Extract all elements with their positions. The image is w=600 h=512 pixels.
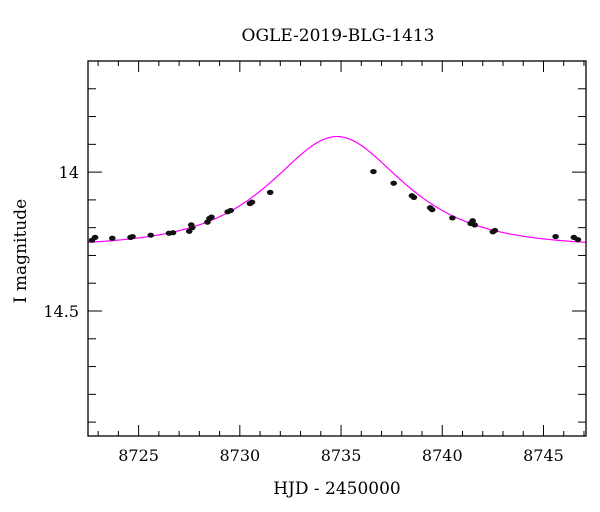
- plot-frame: [87, 60, 587, 437]
- data-point: [91, 234, 99, 240]
- x-tick-label: 8745: [523, 446, 564, 465]
- data-point: [552, 233, 559, 240]
- x-tick-label: 8740: [422, 446, 463, 465]
- data-point: [188, 225, 196, 231]
- tick-labels: 8725 8730 8735 8740 8745 14 14.5: [43, 163, 563, 465]
- x-tick-label: 8735: [321, 446, 362, 465]
- y-tick-label: 14: [59, 163, 79, 182]
- x-axis-title: HJD - 2450000: [273, 479, 401, 499]
- data-point: [248, 199, 256, 205]
- x-tick-label: 8730: [219, 446, 260, 465]
- data-point: [574, 237, 582, 243]
- data-point: [449, 215, 456, 221]
- axis-ticks: [88, 61, 586, 436]
- data-point: [471, 222, 478, 228]
- data-point: [390, 180, 397, 186]
- data-point: [147, 232, 155, 238]
- data-point: [370, 168, 377, 175]
- data-points: [88, 168, 582, 243]
- data-point: [129, 233, 136, 240]
- data-point: [266, 189, 274, 195]
- data-point: [491, 227, 499, 234]
- model-curve: [87, 135, 587, 243]
- data-point: [469, 218, 476, 224]
- data-point: [208, 214, 215, 220]
- data-point: [108, 235, 116, 241]
- data-point: [428, 207, 436, 213]
- y-tick-label: 14.5: [43, 302, 79, 321]
- model-line: [87, 135, 587, 243]
- data-point: [227, 207, 235, 214]
- chart-title: OGLE-2019-BLG-1413: [242, 26, 435, 46]
- x-tick-label: 8725: [118, 446, 159, 465]
- data-point: [410, 194, 418, 200]
- data-point: [169, 230, 177, 236]
- y-axis-title: I magnitude: [11, 199, 31, 303]
